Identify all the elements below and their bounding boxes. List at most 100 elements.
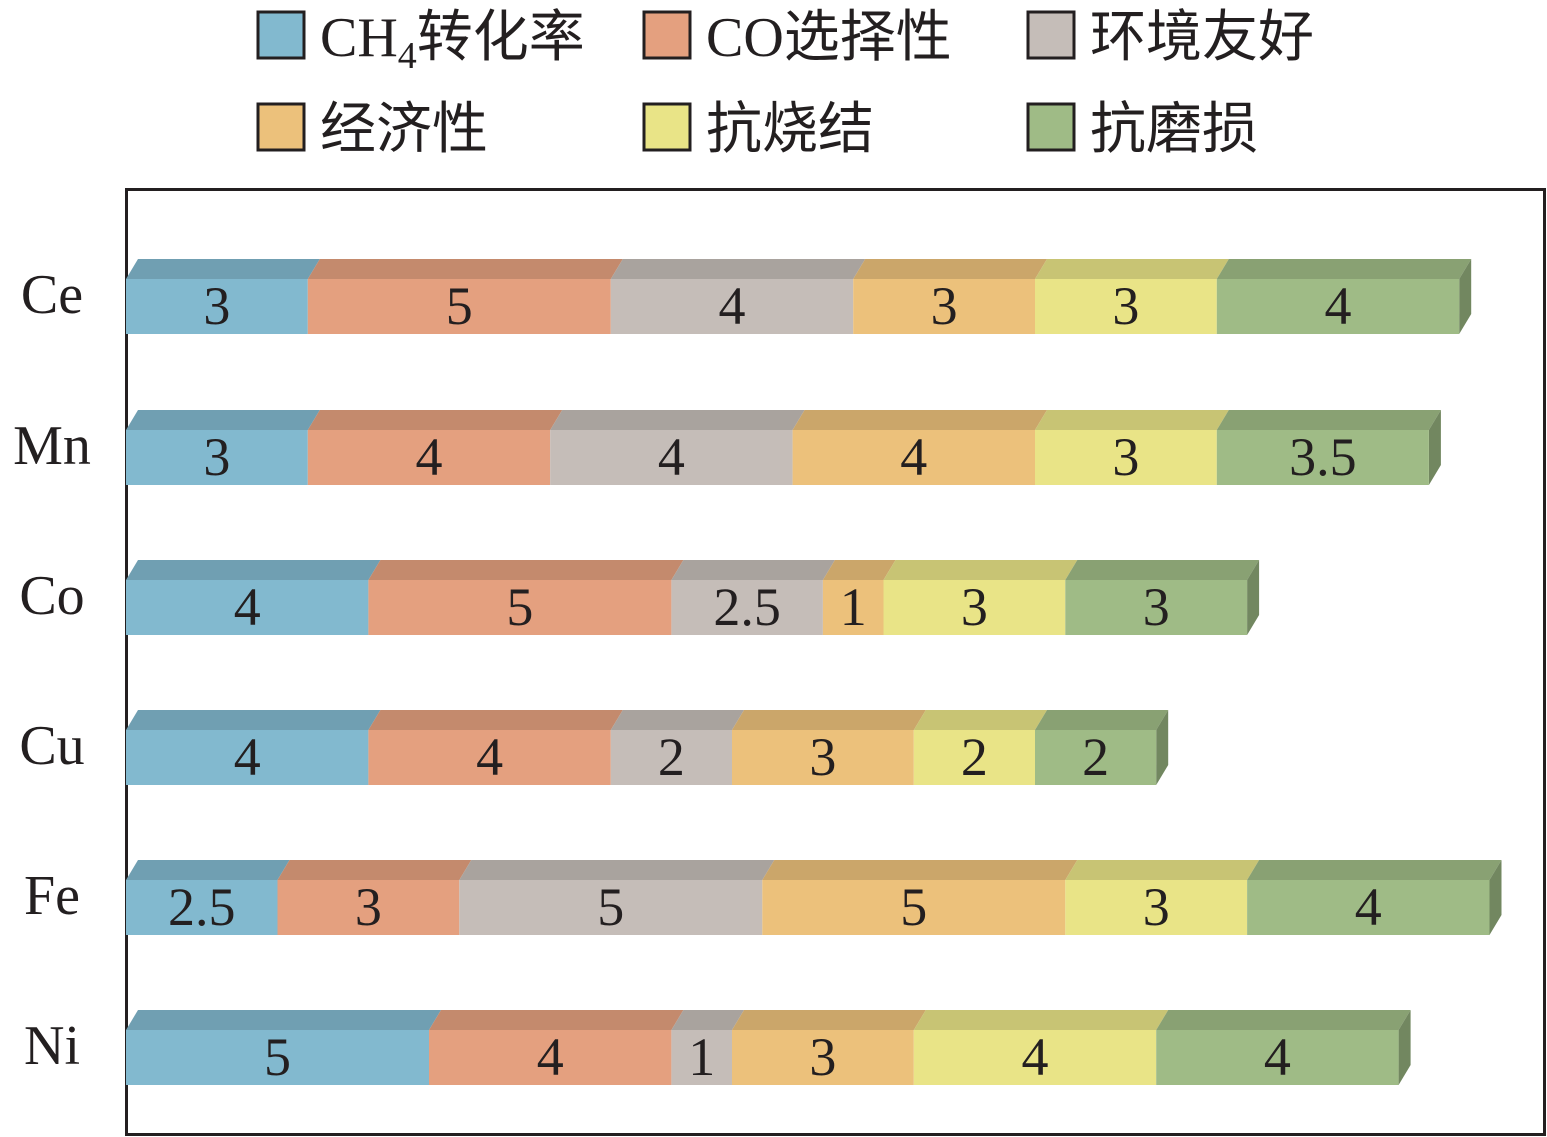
bar-value-label: 4: [416, 427, 443, 487]
bar-side-face: [1459, 259, 1472, 334]
bar-segment-top: [732, 710, 926, 730]
bar-value-label: 4: [1022, 1027, 1049, 1087]
legend-item: 抗烧结: [642, 99, 874, 161]
bar-segment-top: [307, 410, 563, 430]
bar-side-face: [1489, 860, 1502, 935]
bar-side-face: [1156, 710, 1169, 785]
bar-segment: [126, 580, 369, 635]
bar-side-face: [1428, 410, 1441, 485]
bar-side-face: [1247, 560, 1260, 635]
bar-value-label: 2.5: [713, 577, 781, 637]
bar-value-label: 3: [203, 427, 230, 487]
bar-segment-top: [1247, 860, 1502, 880]
bar-segment-top: [822, 560, 896, 580]
bar-value-label: 4: [234, 727, 261, 787]
bar-value-label: 5: [597, 877, 624, 937]
bar-segment: [126, 430, 308, 485]
bar-value-label: 2: [961, 727, 988, 787]
legend-swatch: [256, 10, 306, 60]
bar-segment-top: [126, 560, 381, 580]
bar-segment-top: [1216, 410, 1441, 430]
bar-segment: [550, 430, 793, 485]
bar-segment-top: [550, 410, 805, 430]
legend-item: 经济性: [256, 99, 488, 161]
bar-value-label: 5: [900, 877, 927, 937]
bar-value-label: 2.5: [168, 877, 236, 937]
bar-segment: [368, 580, 672, 635]
bar-value-label: 3.5: [1289, 427, 1357, 487]
legend-swatch: [1026, 102, 1076, 152]
bar-segment-top: [883, 560, 1078, 580]
bar-segment-top: [368, 710, 623, 730]
bar-segment: [822, 580, 884, 635]
legend-swatch: [642, 10, 692, 60]
bar-segment-top: [732, 1010, 926, 1030]
bar-segment-top: [1065, 560, 1260, 580]
legend-item: CH4转化率: [256, 7, 585, 77]
bar-value-label: 3: [355, 877, 382, 937]
bar-segment: [277, 880, 460, 935]
category-label: Cu: [19, 715, 84, 777]
legend-label: 经济性: [320, 99, 488, 161]
bar-side-face: [1398, 1010, 1411, 1085]
legend-label: 抗烧结: [706, 99, 874, 161]
bar-value-label: 3: [961, 577, 988, 637]
bar-segment: [762, 880, 1066, 935]
bar-segment: [610, 279, 854, 334]
bar-segment-top: [1035, 259, 1229, 279]
bar-row: 2.5 3 5 5 3 4: [126, 860, 1502, 937]
bar-value-label: 5: [446, 276, 473, 336]
legend-label: CH4转化率: [320, 7, 585, 77]
bar-row: 4 4 2 3 2 2: [126, 710, 1169, 787]
bar-segment-top: [368, 560, 684, 580]
bar-segment: [429, 1030, 672, 1085]
bar-segment: [1065, 880, 1248, 935]
bar-row: 3 4 4 4 3 3.5: [126, 410, 1441, 487]
bar-rows: 3 5 4 3 3 4 3 4 4 4 3 3.5 4 5 2.5 1 3 3 4 4 2 3 2 2 2.5 3 5 5 3 4 5 4 1 3…: [126, 259, 1502, 1087]
category-label: Ce: [21, 264, 83, 326]
bar-segment-top: [126, 710, 381, 730]
bar-value-label: 1: [840, 577, 867, 637]
bar-segment: [732, 1030, 914, 1085]
bar-segment-top: [126, 410, 320, 430]
bar-segment-top: [762, 860, 1078, 880]
bar-segment-top: [671, 560, 835, 580]
legend-swatch: [256, 102, 306, 152]
bar-segment-top: [853, 259, 1047, 279]
bar-value-label: 2: [1082, 727, 1109, 787]
bar-segment: [307, 430, 551, 485]
bar-value-label: 4: [1264, 1027, 1291, 1087]
bar-segment: [1035, 279, 1217, 334]
bar-segment: [883, 580, 1066, 635]
bar-segment: [459, 880, 763, 935]
bar-segment: [1216, 279, 1460, 334]
bar-value-label: 3: [1143, 577, 1170, 637]
bar-segment: [792, 430, 1035, 485]
legend-item: 抗磨损: [1026, 99, 1258, 161]
bar-segment-top: [307, 259, 623, 279]
bar-segment-top: [277, 860, 472, 880]
bar-segment: [126, 1030, 429, 1085]
bar-segment-top: [610, 710, 744, 730]
bar-value-label: 3: [809, 727, 836, 787]
bar-segment: [1065, 580, 1248, 635]
bar-segment-top: [913, 1010, 1169, 1030]
bar-segment-top: [1065, 860, 1260, 880]
bar-segment-top: [610, 259, 866, 279]
bar-value-label: 1: [688, 1027, 715, 1087]
bar-segment: [853, 279, 1035, 334]
bar-value-label: 4: [1355, 877, 1382, 937]
bar-segment: [126, 880, 278, 935]
bar-value-label: 4: [658, 427, 685, 487]
bar-segment-top: [429, 1010, 684, 1030]
bar-row: 4 5 2.5 1 3 3: [126, 560, 1260, 637]
bar-segment: [1035, 430, 1217, 485]
bar-segment-top: [1156, 1010, 1411, 1030]
bar-row: 3 5 4 3 3 4: [126, 259, 1472, 336]
bar-segment: [732, 730, 914, 785]
bar-segment: [913, 1030, 1157, 1085]
bar-value-label: 4: [537, 1027, 564, 1087]
bar-segment: [1156, 1030, 1399, 1085]
bar-value-label: 3: [1112, 276, 1139, 336]
bar-segment: [913, 730, 1035, 785]
